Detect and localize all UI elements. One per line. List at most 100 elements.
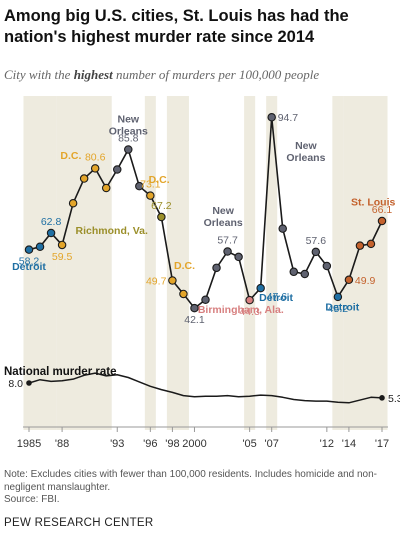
city-label-line: New [212,205,234,217]
chart-note: Note: Excludes cities with fewer than 10… [4,469,377,493]
value-label-1988: 59.5 [52,251,73,263]
city-label-line: Detroit [325,301,359,313]
x-tick-label: 2000 [182,438,206,450]
value-label-1998: 49.7 [146,276,167,288]
city-label: Detroit [259,292,293,304]
value-label-2003: 57.7 [217,234,238,246]
data-point-2001 [201,295,210,304]
chart-subtitle: City with the highest number of murders … [4,67,319,83]
data-point-2012 [322,261,332,271]
city-label: New Orleans [286,140,325,164]
city-label-line: Richmond, Va. [76,225,148,237]
data-point-1995 [135,181,144,191]
city-label: New Orleans [109,114,148,138]
value-label-2011: 57.6 [306,235,327,247]
city-label: Detroit [12,261,46,273]
city-label: Detroit [325,301,359,313]
value-label-1987: 62.8 [41,216,62,228]
data-point-1986 [35,242,45,252]
data-point-1998 [168,276,177,285]
data-point-1997 [157,212,166,222]
x-tick-label: 1985 [17,438,41,450]
data-point-1994 [124,145,133,154]
data-point-2005 [245,295,254,305]
data-point-2010 [300,269,310,279]
value-label-2007: 94.7 [278,112,299,124]
city-label-line: D.C. [174,260,195,272]
city-label: D.C. [174,260,195,272]
data-point-1987 [46,228,56,238]
x-tick-label: '07 [265,438,279,450]
city-label-line: New [295,140,317,152]
value-label-2000: 42.1 [184,314,205,326]
highlight-band [244,96,256,430]
highlight-band [332,96,344,430]
murder-rate-chart: 58.2 62.8 59.5 80.6 85.8 73.1 67.2 49.7 42.1 57.7… [8,96,400,450]
data-point-2015 [355,241,365,250]
x-tick-label: '05 [242,438,256,450]
data-point-2014 [344,275,354,285]
city-label-line: Orleans [204,217,243,229]
data-point-1990 [79,174,89,183]
x-tick-label: '98 [165,438,179,450]
city-label: D.C. [60,150,81,162]
value-label-2013: 45.2 [328,303,349,315]
data-point-2011 [311,247,321,257]
data-point-2006 [256,283,265,293]
value-label-2017: 66.1 [372,204,393,216]
chart-title: Among big U.S. cities, St. Louis has had… [4,7,349,46]
data-point-1993 [113,165,122,174]
national-end-label: 5.3 [388,393,400,405]
data-point-1996 [146,191,155,200]
highlight-band [266,96,278,430]
city-label-line: Orleans [286,152,325,164]
x-tick-label: '14 [342,438,356,450]
city-label-line: Detroit [12,261,46,273]
city-label-line: Birmingham, Ala. [198,304,284,316]
data-point-1989 [68,198,78,208]
data-point-1991 [90,164,100,173]
city-label-line: Orleans [109,126,148,138]
value-label-1997: 67.2 [151,200,172,212]
subtitle-end: number of murders per 100,000 people [112,67,320,82]
data-point-2003 [223,247,232,256]
city-label: St. Louis [351,196,395,208]
value-label-1991: 80.6 [85,151,106,163]
value-label-2006: 47.6 [267,291,288,303]
national-end-point [379,395,385,401]
data-point-2009 [289,267,298,277]
national-rate-line [28,372,383,404]
city-label-line: New [117,114,139,126]
highlight-band [166,96,189,430]
highlight-band [23,96,57,430]
data-point-1999 [179,289,188,299]
city-label-line: Detroit [259,292,293,304]
data-point-2004 [234,252,243,262]
value-label-1996: 73.1 [140,179,161,191]
data-point-2013 [333,292,343,302]
city-label-line: St. Louis [351,196,395,208]
city-label: Birmingham, Ala. [198,304,284,316]
data-point-1992 [101,183,111,193]
data-point-2002 [212,263,221,273]
chart-source: Source: FBI. [4,494,60,505]
data-point-2008 [278,224,287,233]
national-start-point [26,380,32,386]
x-tick-label: '96 [143,438,157,450]
data-point-2007 [267,112,276,122]
data-point-1985 [24,245,34,254]
data-point-2016 [366,239,376,249]
highlight-band [343,96,388,430]
x-tick-label: '88 [55,438,69,450]
value-label-1985: 58.2 [19,256,40,268]
x-tick-label: '17 [375,438,389,450]
city-label: D.C. [149,174,170,186]
subtitle-emphasis: highest [73,67,113,82]
value-label-1994: 85.8 [118,133,139,145]
national-rate-label: National murder rate [4,366,117,378]
subtitle-start: City with the [4,67,74,82]
data-point-1988 [57,240,67,250]
city-label-line: D.C. [60,150,81,162]
data-point-2000 [190,303,199,313]
highlight-band [144,96,156,430]
